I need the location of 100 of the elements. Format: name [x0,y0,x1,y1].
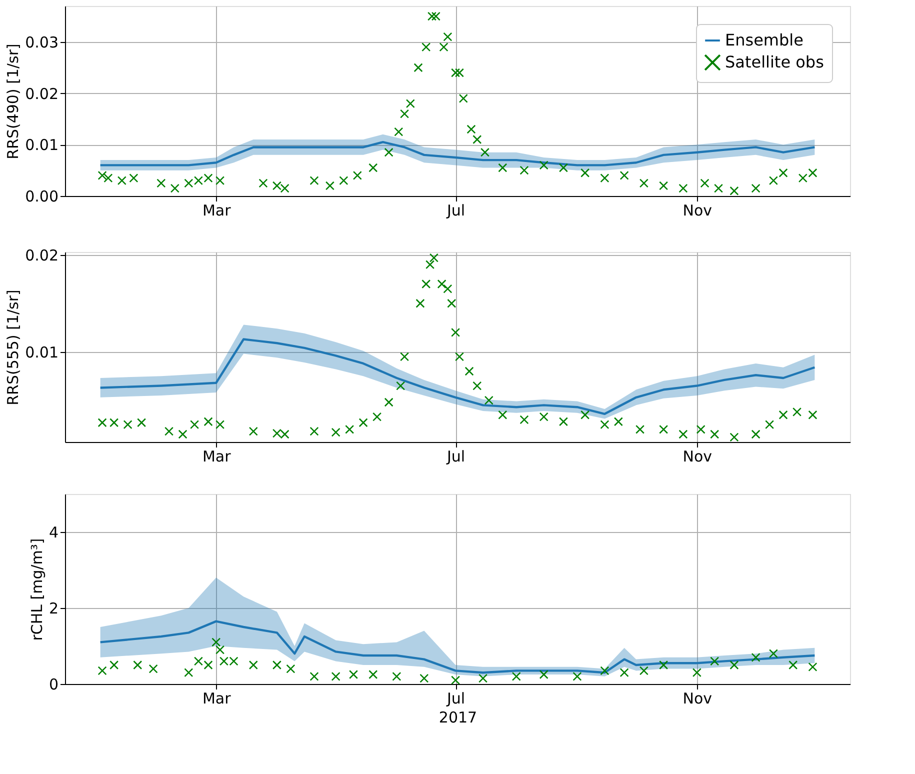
y-tick-label: 2 [48,600,58,618]
x-tick-label: Nov [682,690,712,708]
point [580,410,590,420]
point [110,660,119,670]
point [558,417,568,426]
point [696,424,706,434]
point [148,664,158,674]
point [286,664,296,674]
point [170,184,180,193]
y-tick-label: 0.02 [25,246,58,264]
y-tick-label: 0.01 [25,136,58,154]
point [439,42,448,52]
legend-label: Satellite obs [725,52,824,72]
point [714,184,724,193]
x-tick-label: Nov [682,202,712,220]
legend-label: Ensemble [725,30,804,50]
point [345,424,354,434]
y-tick-label: 0.02 [25,84,58,103]
point [368,670,378,680]
point [614,417,623,426]
point [212,638,221,647]
line-series [99,140,816,166]
point [580,168,590,178]
point [600,666,610,676]
point [639,666,648,676]
point [451,68,460,78]
point [808,662,818,672]
point [635,424,645,434]
point [539,160,548,170]
point [348,670,358,680]
point [808,410,818,420]
point [572,672,582,681]
point [798,174,808,183]
point [464,366,474,376]
point [678,430,688,439]
x-tick-label: Mar [202,690,232,708]
point [406,99,415,108]
point [123,420,132,430]
point [792,407,802,416]
point [558,163,568,172]
x-tick-label: Mar [202,448,232,466]
point [216,176,225,186]
point [808,168,818,178]
point [454,68,464,78]
line-series [99,338,816,415]
point [392,672,402,681]
point [447,298,456,308]
point [498,163,508,172]
point [454,352,464,362]
point [98,418,107,428]
x-tick-label: Mar [202,202,232,220]
point [751,430,760,439]
point [384,398,394,407]
point [331,428,340,437]
point [258,178,268,188]
point [427,12,437,21]
point [310,426,319,436]
y-tick-label: 0.00 [25,188,58,206]
point [472,134,482,144]
point [325,181,334,190]
point [659,660,668,670]
line-series [99,620,816,674]
point [422,42,431,52]
point [458,94,468,103]
point [539,412,548,422]
point [620,668,629,678]
point [358,418,368,428]
point [190,420,200,430]
point [466,124,476,134]
point [204,660,213,670]
point [443,32,452,42]
point [204,417,213,426]
point [539,670,548,680]
point [98,666,107,676]
point [372,412,382,422]
point [659,181,668,190]
point [480,148,490,157]
point [478,674,488,683]
point [692,668,702,678]
point [730,660,739,670]
point [778,168,788,178]
point [730,432,739,442]
point [384,148,394,157]
point [272,660,282,670]
x-tick-label: Nov [682,448,712,466]
point [129,174,138,183]
point [331,672,340,681]
point [133,660,142,670]
point [400,109,410,118]
point [498,410,508,420]
point [678,184,688,193]
point [639,178,648,188]
x-tick-label: Jul [446,690,466,708]
point [426,260,435,270]
point [394,127,404,136]
point [117,176,126,186]
point [164,426,174,436]
point [339,176,348,186]
point [156,178,166,188]
point [431,12,440,21]
